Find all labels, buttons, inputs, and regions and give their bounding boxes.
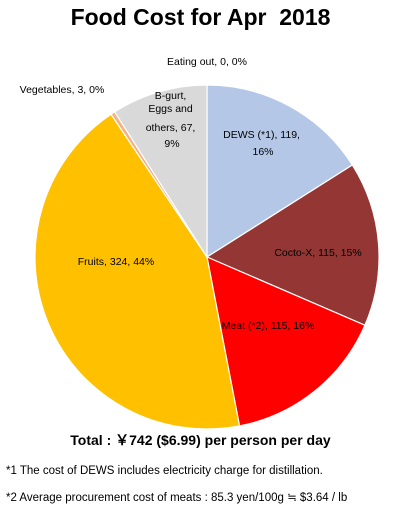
pie-chart: DEWS (*1), 119, 16% Cocto-X, 115, 15% Me…: [20, 56, 380, 430]
pie-slice-0: [206, 84, 354, 259]
slice-label-others-line4: 9%: [164, 138, 179, 150]
slice-label-others-line1: B-gurt,: [155, 90, 187, 102]
slice-label-others-line2: Eggs and: [148, 103, 193, 115]
pie-slices: [34, 84, 380, 430]
slice-label-fruits: Fruits, 324, 44%: [78, 256, 154, 268]
pie-slice-5: [113, 84, 208, 260]
slice-label-cocto-x: Cocto-X, 115, 15%: [274, 247, 361, 259]
footnote-meat: *2 Average procurement cost of meats : 8…: [6, 492, 348, 504]
pie-slice-2: [206, 255, 366, 427]
total-summary: Total : ￥742 ($6.99) per person per day: [70, 432, 331, 448]
slice-label-meat: Meat (*2), 115, 16%: [222, 320, 315, 332]
slice-label-eating-out: Eating out, 0, 0%: [167, 56, 247, 68]
footnote-dews: *1 The cost of DEWS includes electricity…: [6, 465, 323, 477]
slice-label-dews-line2: 16%: [252, 146, 273, 158]
slice-label-dews: DEWS (*1), 119, 16%: [223, 129, 303, 158]
slice-label-others-line3: others, 67,: [146, 122, 196, 134]
slice-label-vegetables: Vegetables, 3, 0%: [20, 84, 105, 96]
pie-labels: DEWS (*1), 119, 16% Cocto-X, 115, 15% Me…: [20, 56, 362, 332]
chart-title: Food Cost for Apr 2018: [70, 4, 331, 30]
pie-slice-1: [205, 164, 380, 327]
slice-label-others: B-gurt, Eggs and others, 67, 9%: [146, 90, 199, 150]
pie-slice-3: [34, 113, 241, 430]
slice-label-dews-line1: DEWS (*1), 119,: [223, 129, 300, 141]
